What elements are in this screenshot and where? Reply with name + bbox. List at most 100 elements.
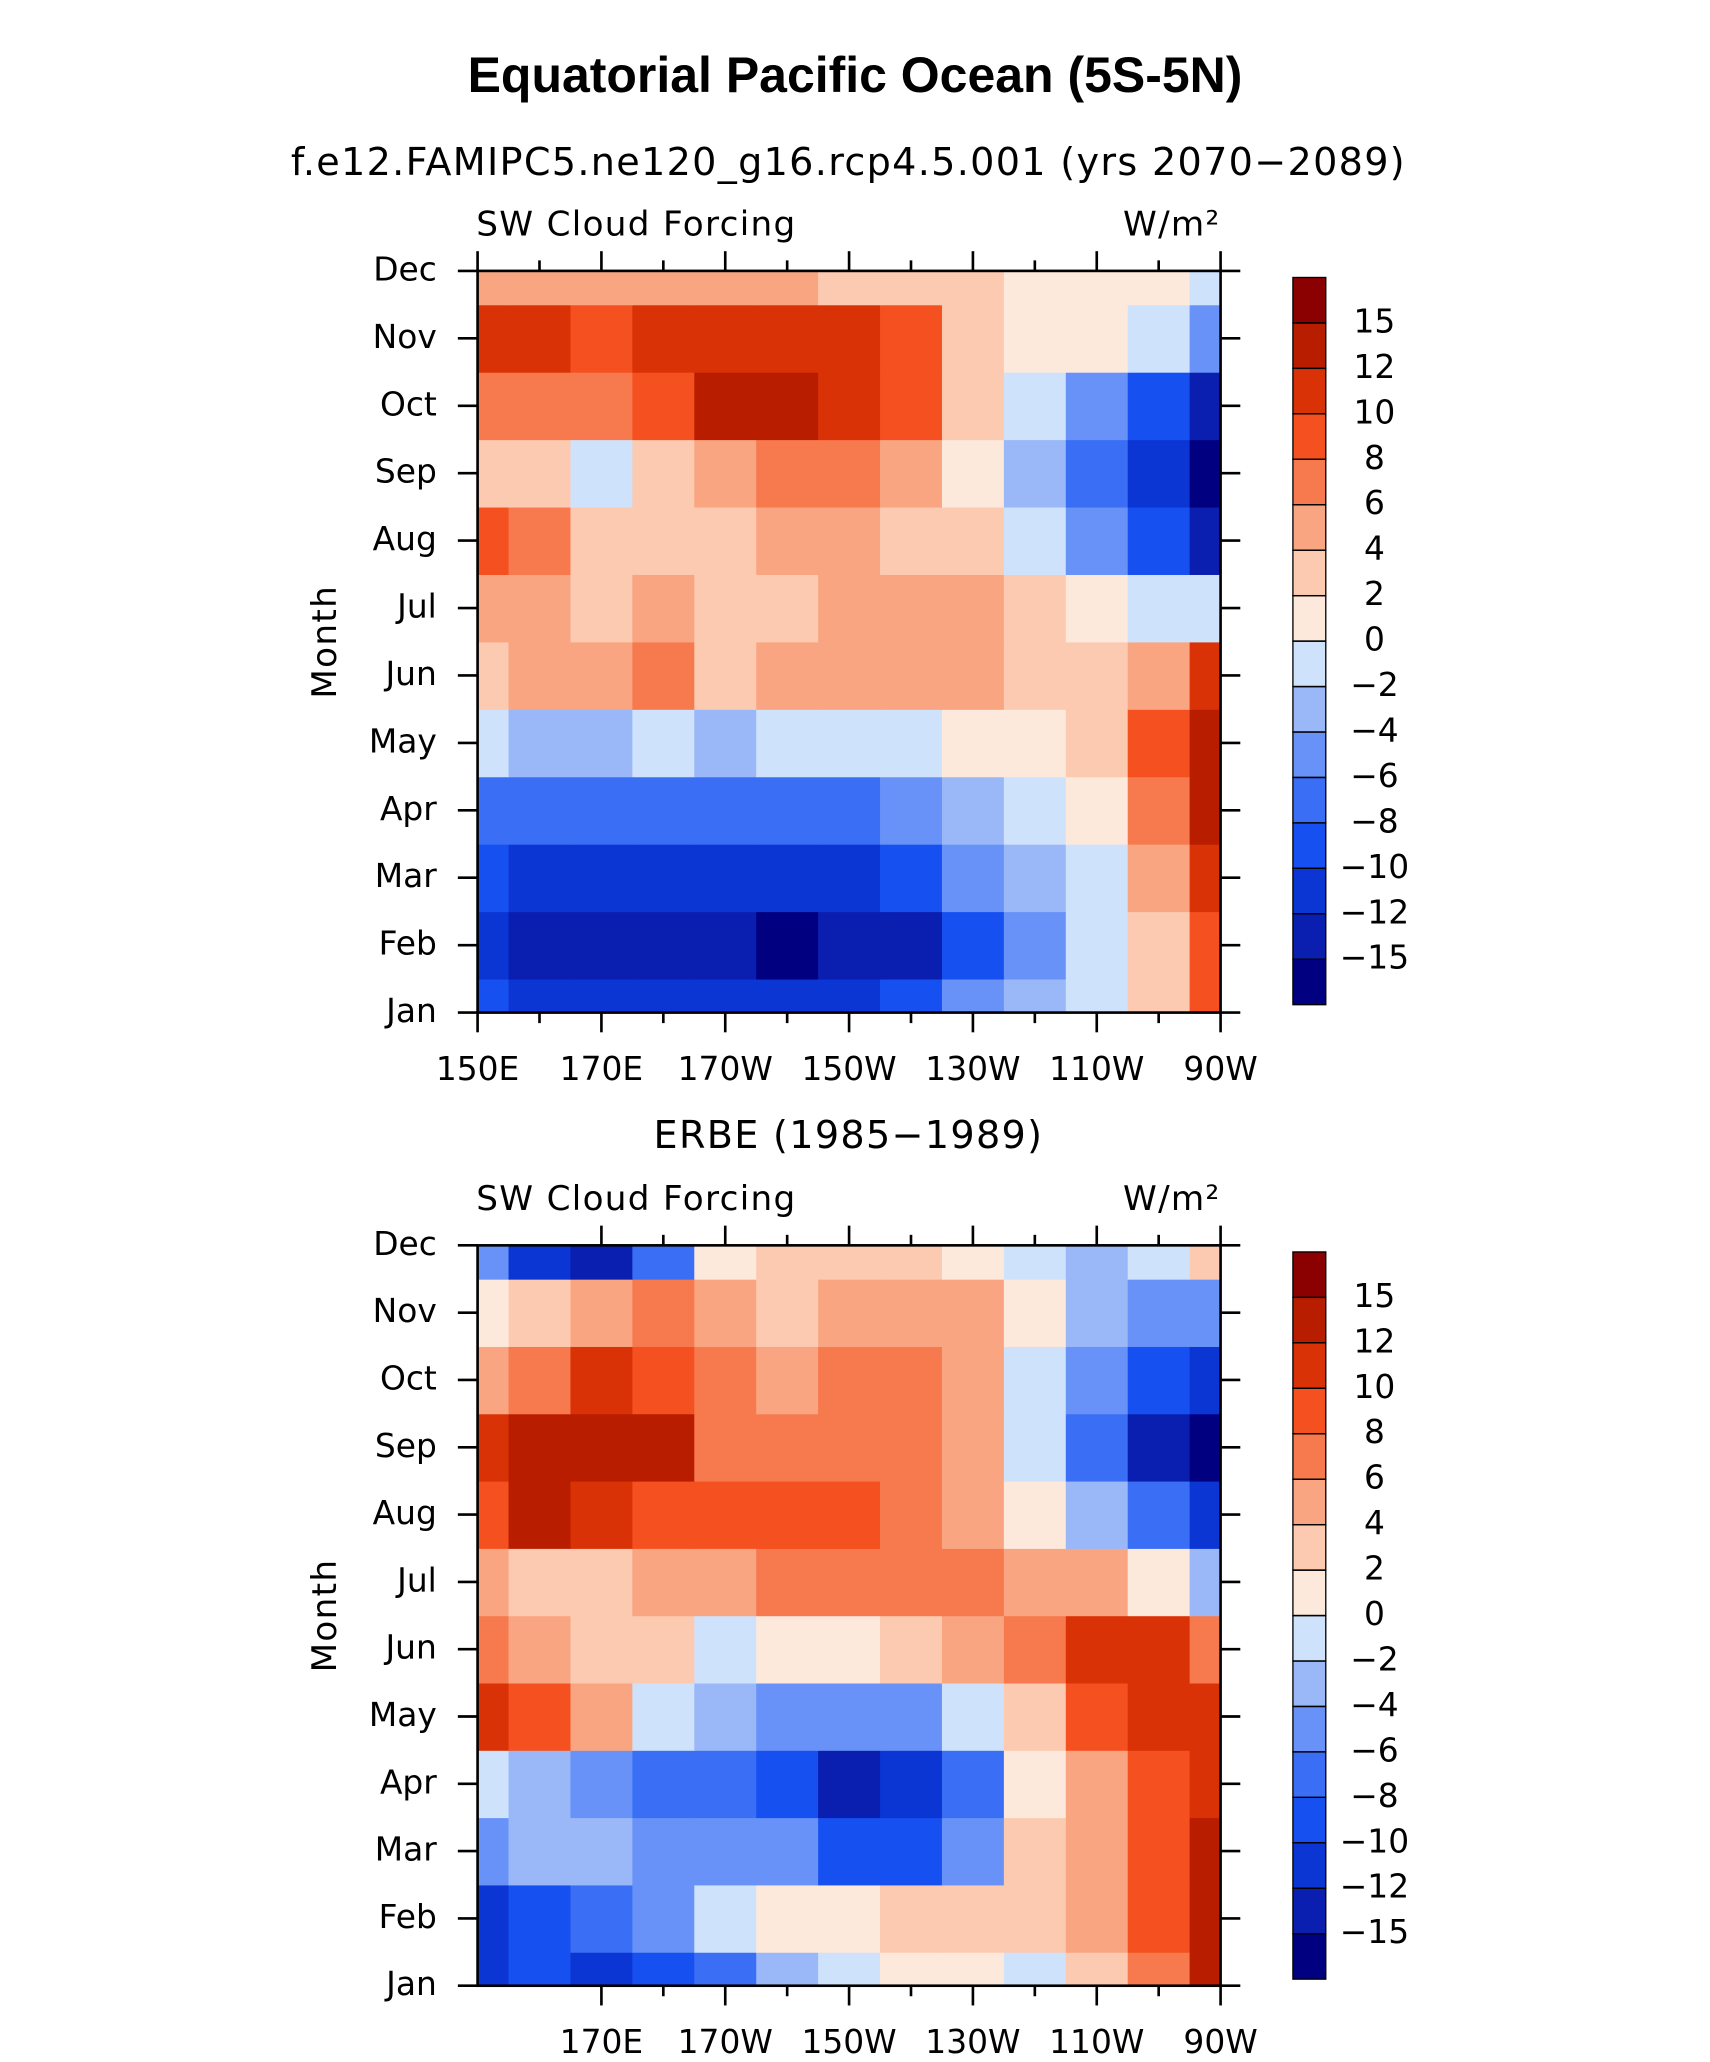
colorbar-label: −15 (1340, 938, 1409, 977)
heat-cell (1065, 911, 1129, 980)
heat-cell (1003, 439, 1067, 508)
heat-cell (1127, 776, 1191, 845)
heat-cell (880, 1750, 943, 1819)
heat-cell (1189, 1346, 1222, 1415)
colorbar-label: 4 (1364, 1503, 1385, 1542)
y-tick-label: Jun (383, 654, 436, 693)
heat-cell (1127, 439, 1191, 508)
heat-cell (477, 1346, 510, 1415)
heat-cell (941, 978, 1005, 1014)
heat-cell (818, 1413, 881, 1482)
heat-cell (1065, 641, 1129, 710)
heat-cell (477, 1480, 510, 1549)
heat-cell (756, 1884, 819, 1953)
heat-cell (1065, 1682, 1129, 1751)
y-tick-label: Dec (373, 1224, 437, 1263)
heat-cell (880, 439, 943, 508)
heat-cell (1127, 709, 1191, 778)
y-tick-label: Jun (383, 1628, 436, 1667)
heat-cell (632, 1817, 695, 1886)
heat-cell (570, 1817, 634, 1886)
heat-cell (818, 1615, 881, 1684)
heat-cell (880, 911, 943, 980)
heat-cell (1003, 776, 1067, 845)
heat-cell (756, 439, 819, 508)
colorbar-label: 8 (1364, 1412, 1385, 1451)
heat-cell (1065, 270, 1129, 306)
subtitle: ERBE (1985−1989) (654, 1113, 1044, 1157)
heat-cell (632, 709, 695, 778)
heat-cell (818, 1952, 881, 1987)
heat-cell (1127, 1548, 1191, 1617)
heat-cell (570, 911, 634, 980)
heat-cell (1127, 1952, 1191, 1987)
colorbar-label: −8 (1350, 1776, 1398, 1815)
colorbar-box (1292, 1614, 1327, 1662)
heat-cell (632, 1884, 695, 1953)
x-tick-label: 110W (1049, 1049, 1144, 1088)
heat-cell (477, 439, 510, 508)
heat-cell (1189, 372, 1222, 441)
heat-cell (632, 439, 695, 508)
colorbar-label: 8 (1364, 438, 1385, 477)
heat-cell (1189, 270, 1222, 306)
heat-cell (570, 439, 634, 508)
heat-cell (818, 506, 881, 575)
heat-cell (694, 911, 757, 980)
colorbar-box (1292, 1796, 1327, 1844)
heat-cell (880, 1413, 943, 1482)
heat-cell (477, 1817, 510, 1886)
heat-cell (477, 1548, 510, 1617)
heat-cell (1003, 978, 1067, 1014)
heat-cell (570, 1413, 634, 1482)
colorbar-label: 10 (1354, 1367, 1396, 1406)
heat-cell (818, 372, 881, 441)
heat-cell (1127, 1817, 1191, 1886)
heat-cell (477, 1413, 510, 1482)
y-tick-label: May (369, 1695, 437, 1734)
heat-cell (508, 1682, 572, 1751)
heat-cell (508, 1480, 572, 1549)
heat-cell (570, 1884, 634, 1953)
heat-cell (1065, 304, 1129, 373)
heat-cell (941, 1279, 1005, 1347)
heat-cell (632, 506, 695, 575)
heat-cell (632, 1750, 695, 1819)
heat-cell (756, 978, 819, 1014)
colorbar-box (1292, 1296, 1327, 1344)
colorbar-label: 0 (1364, 1594, 1385, 1633)
heat-cell (880, 844, 943, 913)
heat-cell (941, 506, 1005, 575)
heat-cell (1189, 1245, 1222, 1280)
heat-cell (508, 1750, 572, 1819)
heat-cell (477, 1952, 510, 1987)
heat-cell (1189, 978, 1222, 1014)
heat-cell (1003, 1682, 1067, 1751)
heat-cell (941, 1952, 1005, 1987)
heat-cell (1127, 270, 1191, 306)
heat-cell (880, 1245, 943, 1280)
heat-cell (880, 641, 943, 710)
colorbar-box (1292, 1751, 1327, 1799)
heat-cell (818, 574, 881, 643)
heat-cell (477, 372, 510, 441)
heat-cell (880, 1346, 943, 1415)
heat-cell (941, 1682, 1005, 1751)
heat-cell (570, 574, 634, 643)
heat-cell (694, 1817, 757, 1886)
heat-cell (1003, 1346, 1067, 1415)
heat-cell (818, 776, 881, 845)
heat-cell (508, 1615, 572, 1684)
heat-cell (941, 1884, 1005, 1953)
colorbar-box (1292, 1705, 1327, 1753)
heat-cell (508, 844, 572, 913)
heat-cell (1065, 844, 1129, 913)
heat-cell (508, 506, 572, 575)
heat-cell (570, 1548, 634, 1617)
heat-cell (1189, 304, 1222, 373)
heat-cell (880, 1615, 943, 1684)
colorbar-label: −12 (1340, 1867, 1409, 1906)
heat-cell (508, 1413, 572, 1482)
y-tick-label: Jan (384, 991, 437, 1030)
